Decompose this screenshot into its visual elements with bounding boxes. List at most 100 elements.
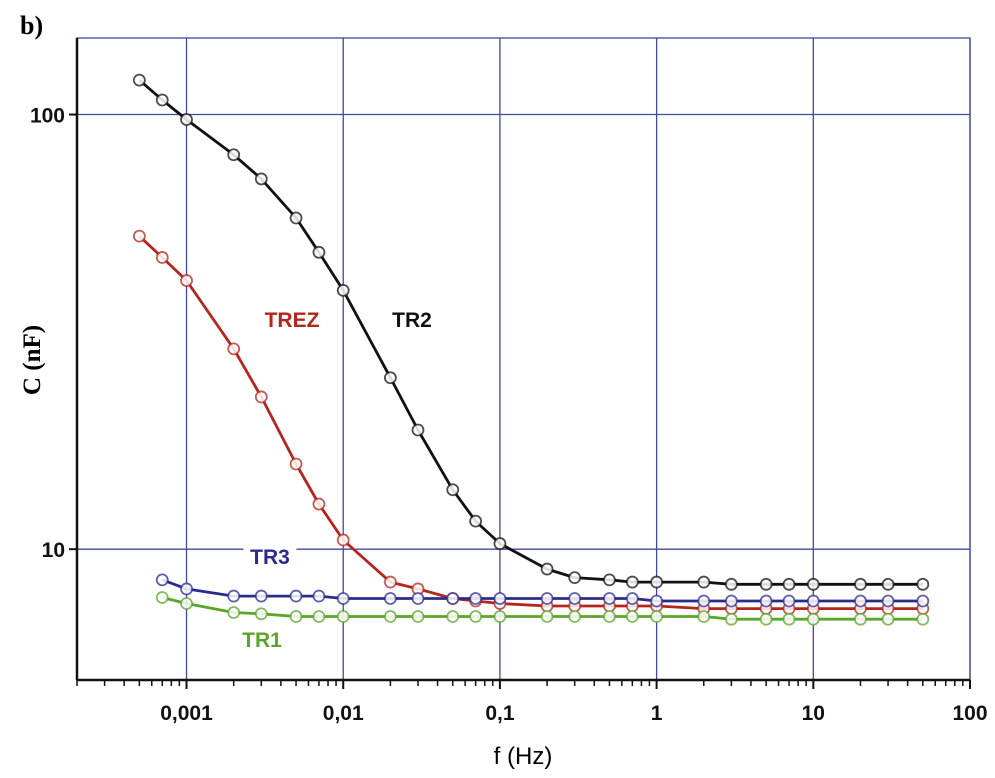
- data-point: [336, 533, 350, 547]
- data-point: [180, 582, 193, 596]
- x-tick-label: 0,001: [160, 702, 213, 725]
- data-point: [493, 610, 507, 623]
- data-point: [469, 592, 483, 605]
- data-point: [155, 93, 169, 107]
- data-point: [916, 612, 930, 626]
- x-tick-label: 0,1: [485, 702, 515, 725]
- series-label: TR1: [242, 629, 282, 652]
- data-point: [289, 610, 303, 623]
- data-point: [383, 610, 397, 623]
- data-point: [782, 612, 796, 626]
- data-point: [469, 514, 483, 528]
- data-point: [881, 612, 895, 626]
- data-point: [540, 592, 554, 605]
- data-point: [336, 592, 350, 605]
- data-point: [411, 610, 425, 623]
- series-label: TR2: [392, 309, 432, 332]
- x-axis-title: f (Hz): [494, 743, 553, 770]
- data-point: [411, 423, 425, 437]
- data-point: [916, 577, 930, 591]
- data-point: [132, 229, 146, 243]
- data-point: [603, 610, 616, 623]
- data-point: [227, 606, 241, 619]
- data-point: [916, 594, 930, 608]
- data-point: [625, 610, 639, 623]
- series-label-bg: [243, 544, 297, 570]
- data-point: [312, 589, 326, 603]
- data-point: [806, 577, 820, 591]
- data-point: [854, 577, 867, 591]
- data-point: [724, 612, 738, 626]
- data-point: [854, 594, 867, 608]
- data-point: [697, 610, 711, 623]
- series-label-bg: [385, 307, 439, 333]
- data-point: [383, 575, 397, 589]
- data-point: [603, 592, 616, 605]
- data-point: [724, 594, 738, 608]
- data-point: [493, 592, 507, 605]
- data-point: [132, 73, 146, 87]
- data-point: [603, 573, 616, 587]
- data-point: [289, 211, 303, 225]
- x-tick-label: 0,01: [323, 702, 364, 725]
- y-tick-label: 100: [30, 105, 65, 128]
- data-point: [254, 607, 268, 621]
- data-point: [568, 571, 582, 585]
- data-point: [782, 594, 796, 608]
- data-point: [155, 591, 169, 604]
- data-point: [881, 594, 895, 608]
- data-point: [227, 148, 241, 162]
- data-point: [724, 577, 738, 591]
- data-point: [312, 610, 326, 623]
- data-point: [650, 610, 664, 623]
- data-point: [650, 594, 664, 608]
- data-point: [289, 457, 303, 471]
- data-point: [650, 575, 664, 589]
- data-point: [782, 577, 796, 591]
- data-point: [155, 573, 169, 587]
- y-tick-label: 10: [42, 539, 65, 562]
- data-point: [254, 589, 268, 603]
- x-tick-label: 1: [651, 702, 663, 725]
- data-point: [568, 592, 582, 605]
- data-point: [568, 610, 582, 623]
- x-tick-label: 10: [802, 702, 825, 725]
- data-point: [446, 592, 460, 605]
- data-point: [180, 113, 193, 126]
- data-point: [383, 592, 397, 605]
- data-point: [254, 172, 268, 186]
- data-point: [312, 497, 326, 511]
- data-point: [625, 575, 639, 589]
- x-tick-label: 100: [952, 702, 987, 725]
- data-point: [806, 612, 820, 626]
- data-point: [411, 592, 425, 605]
- data-point: [806, 594, 820, 608]
- series-label-bg: [259, 307, 325, 333]
- data-point: [155, 251, 169, 264]
- series-line: [138, 79, 923, 586]
- data-point: [446, 483, 460, 497]
- data-point: [254, 390, 268, 404]
- data-point: [759, 612, 773, 626]
- data-point: [540, 610, 554, 623]
- series-label: TREZ: [265, 309, 320, 332]
- data-point: [180, 274, 193, 287]
- series-label-bg: [235, 627, 289, 653]
- data-point: [854, 612, 867, 626]
- data-point: [625, 592, 639, 605]
- data-point: [759, 594, 773, 608]
- data-point: [697, 594, 711, 608]
- data-point: [312, 245, 326, 259]
- data-point: [493, 537, 507, 550]
- series-label: TR3: [250, 546, 290, 569]
- data-point: [336, 283, 350, 297]
- data-point: [540, 562, 554, 576]
- data-point: [697, 575, 711, 589]
- data-point: [227, 342, 241, 356]
- data-point: [383, 371, 397, 385]
- data-point: [446, 610, 460, 623]
- panel-label: b): [20, 11, 43, 40]
- y-axis-title: C (nF): [19, 325, 46, 395]
- data-point: [759, 577, 773, 591]
